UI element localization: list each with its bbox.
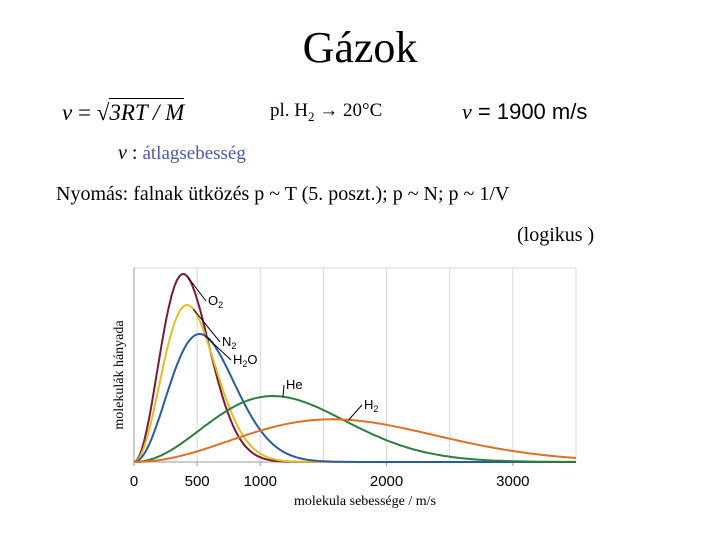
series-label-h2o: H2O [233,352,258,369]
leader-he [282,384,285,397]
curve-o2 [133,273,576,463]
y-axis-label: molekulák hányada [112,320,127,430]
series-label-n2: N2 [222,334,236,351]
symbol-v: v [118,142,127,164]
curve-h2o [133,332,576,463]
page-title: Gázok [302,23,418,72]
curve-n2 [133,303,576,463]
leader-o2 [187,277,207,302]
result-eq: = [471,99,497,124]
example-prefix: pl. H [270,100,308,121]
formula-rhs: 3RT / M [109,98,185,125]
example-rest: → 20°C [314,100,383,121]
curve-h2 [134,418,577,463]
sqrt-icon: √ [96,100,110,125]
pressure-line: Nyomás: falnak ütközés p ~ T (5. poszt.)… [56,183,510,205]
leader-h2o [204,335,232,361]
x-tick-label: 1000 [244,473,277,490]
x-tick-label: 500 [185,473,210,490]
result-value: v = 1900 m/s [462,99,587,125]
example-sub: 2 [308,108,315,124]
example-text: pl. H2 → 20°C [270,100,382,125]
symbol-definition: v : átlagsebesség [118,142,246,165]
logikus-note: (logikus ) [517,224,595,246]
leader-n2 [192,308,221,343]
curve-he [133,394,576,463]
symbol-sep: : [126,142,143,164]
result-lhs: v [462,99,472,124]
speed-formula: v = √3RT / M [62,98,185,126]
result-number: 1900 m/s [496,99,588,124]
series-label-he: He [286,377,303,392]
formula-eq: = [77,100,91,125]
x-tick-label: 2000 [370,473,403,490]
x-tick-label: 3000 [496,473,529,490]
x-tick-label: 0 [130,473,138,490]
x-axis-label: molekula sebessége / m/s [294,494,436,509]
formula-lhs: v [62,100,73,125]
leader-h2 [348,404,363,421]
series-label-h2: H2 [364,397,378,414]
series-label-o2: O2 [208,293,223,310]
symbol-label: átlagsebesség [142,143,246,164]
